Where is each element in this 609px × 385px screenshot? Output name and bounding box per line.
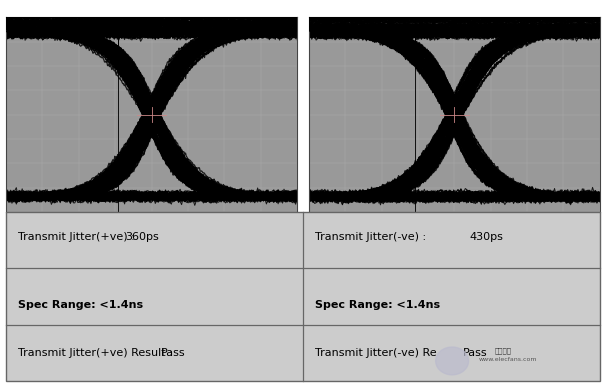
Text: Spec Range: <1.4ns: Spec Range: <1.4ns [18,300,143,310]
Text: 430ps: 430ps [469,232,503,242]
Text: Source: 2000Hz  81 1Dp/d
Max/Av: None: Source: 2000Hz 81 1Dp/d Max/Av: None [122,218,176,226]
Text: 电玩烧友: 电玩烧友 [495,347,512,354]
Text: 100mV/div   400 Tp/div: 100mV/div 400 Tp/div [9,218,60,222]
Text: Source: 2000Hz  81 1Dp/d
Max/Av: None: Source: 2000Hz 81 1Dp/d Max/Av: None [425,218,479,226]
Text: 1255.181ms        51.14
Aby  November 20,2011  1:01:38: 1255.181ms 51.14 Aby November 20,2011 1:… [195,218,261,226]
Text: Transmit Jitter(-ve) :: Transmit Jitter(-ve) : [315,232,426,242]
Text: www.elecfans.com: www.elecfans.com [479,357,537,362]
Text: Pass: Pass [463,348,488,358]
Text: 100mV/div   400 Tp/div: 100mV/div 400 Tp/div [312,218,363,222]
Text: 1494.483ms        51.24
Aby  November 20,2011  1:01:38: 1494.483ms 51.24 Aby November 20,2011 1:… [498,218,563,226]
Polygon shape [435,347,468,375]
Text: Transmit Jitter(+ve) :: Transmit Jitter(+ve) : [18,232,135,242]
Text: Transmit Jitter(-ve) Re: Transmit Jitter(-ve) Re [315,348,437,358]
Text: Spec Range: <1.4ns: Spec Range: <1.4ns [315,300,440,310]
Text: Pass: Pass [160,348,185,358]
Text: Transmit Jitter(+ve) Result :: Transmit Jitter(+ve) Result : [18,348,173,358]
Text: 360ps: 360ps [125,232,158,242]
